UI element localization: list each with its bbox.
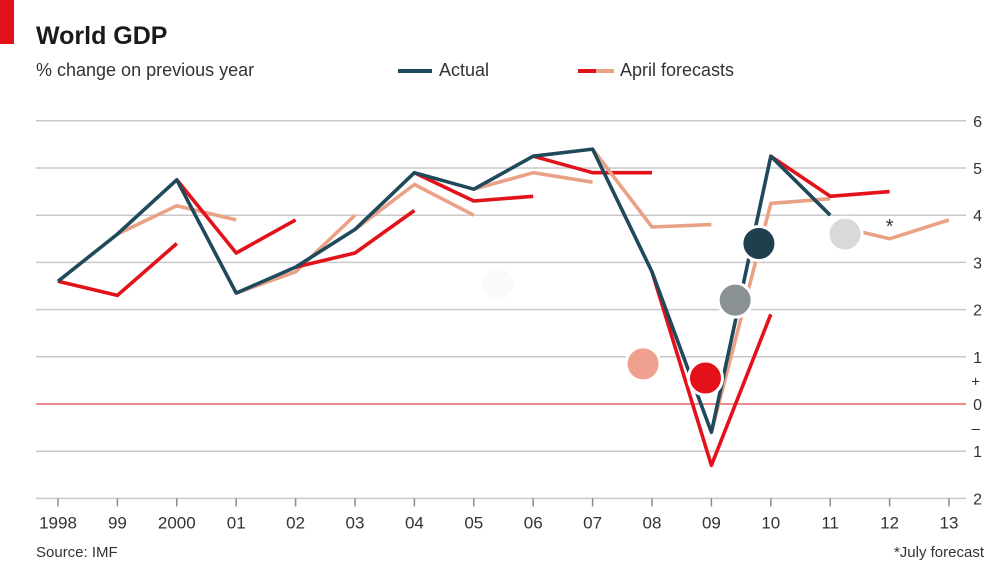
highlight-dot-4	[826, 215, 864, 253]
x-tick-label-13: 11	[821, 513, 839, 532]
chart-subtitle: % change on previous year	[36, 60, 255, 80]
x-tick-label-8: 06	[524, 513, 543, 532]
legend-forecast-swatch-salmon	[596, 69, 614, 73]
x-tick-label-1: 99	[108, 513, 127, 532]
highlight-dot-2	[716, 281, 754, 319]
series-line-forecast-1	[57, 242, 178, 298]
x-tick-label-0: 1998	[39, 513, 77, 532]
legend-actual-label: Actual	[439, 60, 490, 80]
x-tick-label-7: 05	[464, 513, 483, 532]
x-tick-label-14: 12	[880, 513, 899, 532]
legend-actual: Actual	[398, 60, 508, 82]
legend-forecast-label: April forecasts	[620, 60, 735, 80]
series-line-forecast-3	[175, 178, 297, 255]
series-line-forecast-12	[709, 196, 831, 433]
brand-tag	[0, 0, 14, 44]
series-line-actual	[56, 147, 832, 435]
series-line-forecast-2	[116, 204, 237, 236]
series-line-forecast-9	[532, 154, 652, 175]
footnote: *July forecast	[893, 544, 984, 561]
y-sign-plus: +	[971, 373, 980, 390]
x-tick-label-2: 2000	[158, 513, 196, 532]
y-tick-label-2: 4	[973, 208, 982, 225]
x-tick-label-15: 13	[940, 513, 959, 532]
y-tick-label-3: 3	[973, 255, 982, 272]
x-tick-label-5: 03	[346, 513, 365, 532]
y-tick-label-5: 1	[973, 350, 982, 367]
chart-title: World GDP	[36, 22, 168, 50]
x-tick-label-3: 01	[227, 513, 246, 532]
highlight-dot-0	[624, 345, 662, 383]
series-line-forecast-6	[353, 182, 475, 231]
y-sign-minus: –	[972, 421, 981, 438]
y-tick-label-1: 5	[973, 161, 982, 178]
y-tick-label-7: 1	[973, 444, 982, 461]
series-line-forecast-7	[413, 171, 534, 203]
series-line-forecast-4	[235, 213, 357, 295]
source-note: Source: IMF	[36, 544, 118, 561]
legend-april-forecasts: April forecasts	[578, 60, 758, 82]
highlight-dot-1	[686, 359, 724, 397]
x-tick-label-9: 07	[583, 513, 602, 532]
highlight-dot-3	[740, 225, 778, 263]
highlight-dot-5	[479, 265, 517, 303]
asterisk-label: *	[886, 216, 894, 238]
series-line-forecast-13	[769, 154, 890, 199]
y-tick-label-6: 0	[973, 397, 982, 414]
y-tick-label-4: 2	[973, 303, 982, 320]
y-tick-label-0: 6	[973, 114, 982, 131]
legend-actual-swatch	[398, 69, 432, 73]
legend-forecast-swatch-red	[578, 69, 596, 73]
x-tick-label-11: 09	[702, 513, 721, 532]
x-tick-label-4: 02	[286, 513, 305, 532]
x-tick-label-12: 10	[761, 513, 780, 532]
series-line-forecast-5	[295, 209, 416, 269]
y-tick-label-8: 2	[973, 491, 982, 508]
series-line-forecast-10	[591, 148, 712, 229]
x-tick-label-6: 04	[405, 513, 424, 532]
series-line-forecast-8	[473, 170, 593, 191]
x-tick-label-10: 08	[643, 513, 662, 532]
series-line-forecast-11	[650, 271, 773, 468]
